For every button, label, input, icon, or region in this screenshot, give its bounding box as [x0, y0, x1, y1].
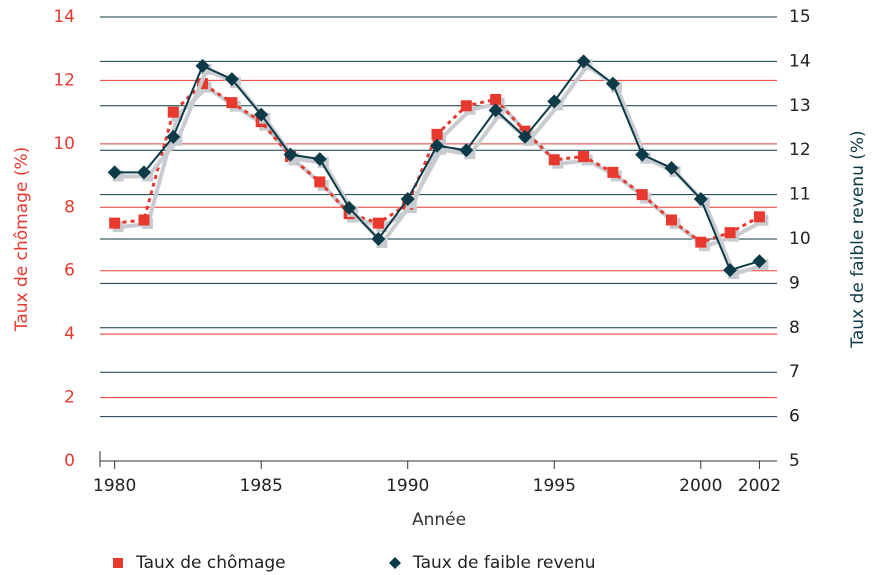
point [195, 58, 210, 73]
point [752, 254, 767, 269]
y2-tick-label: 7 [789, 362, 800, 382]
point [578, 151, 590, 163]
point [109, 217, 121, 229]
point [724, 227, 736, 239]
point [136, 165, 151, 180]
y2-tick-label: 15 [789, 7, 811, 27]
y-tick-label: 6 [64, 261, 75, 281]
point [635, 147, 650, 162]
y-tick-label: 0 [64, 451, 75, 471]
point [372, 217, 384, 229]
y-tick-label: 12 [53, 70, 75, 90]
y-tick-label: 14 [53, 7, 75, 27]
y2-tick-label: 13 [789, 96, 811, 116]
point [664, 160, 679, 175]
y2-tick-label: 14 [789, 51, 811, 71]
point [312, 152, 327, 167]
x-tick-label: 1985 [240, 476, 283, 496]
point [430, 138, 445, 153]
point [693, 192, 708, 207]
point [490, 93, 502, 105]
x-tick-label: 2002 [738, 476, 781, 496]
y2-axis-label: Taux de faible revenu (%) [848, 130, 868, 348]
x-tick-label: 1980 [93, 476, 136, 496]
x-tick-label: 1990 [386, 476, 429, 496]
x-tick-label: 2000 [679, 476, 722, 496]
y2-tick-label: 12 [789, 140, 811, 160]
legend-label: Taux de chômage [135, 553, 286, 573]
point [314, 176, 326, 188]
y2-tick-label: 8 [789, 318, 800, 338]
y-axis-label: Taux de chômage (%) [12, 147, 32, 332]
point [517, 129, 532, 144]
point [107, 165, 122, 180]
y2-tick-label: 9 [789, 273, 800, 293]
y-tick-label: 2 [64, 388, 75, 408]
point [695, 236, 707, 248]
y-tick-label: 8 [64, 197, 75, 217]
point [459, 143, 474, 158]
x-axis-label: Année [412, 510, 466, 530]
point [548, 154, 560, 166]
point [753, 211, 765, 223]
point [371, 232, 386, 246]
point [488, 103, 503, 118]
y2-tick-label: 10 [789, 229, 811, 249]
legend-label: Taux de faible revenu [412, 553, 596, 573]
point [283, 147, 298, 162]
point [576, 54, 591, 69]
y-tick-label: 4 [64, 324, 75, 344]
point [636, 189, 648, 201]
point [342, 200, 357, 215]
point [723, 263, 738, 278]
point [226, 97, 238, 109]
point [607, 166, 619, 178]
y2-tick-label: 11 [789, 185, 811, 205]
point [166, 129, 181, 144]
point [460, 100, 472, 112]
point [431, 128, 443, 140]
y2-tick-label: 6 [789, 407, 800, 427]
point [138, 214, 150, 226]
point [547, 94, 562, 109]
legend-marker [113, 558, 123, 568]
legend-marker [389, 557, 401, 569]
y-tick-label: 10 [53, 134, 75, 154]
point [167, 106, 179, 118]
point [254, 107, 269, 122]
y2-tick-label: 5 [789, 451, 800, 471]
point [400, 192, 415, 207]
point [605, 76, 620, 91]
x-tick-label: 1995 [533, 476, 576, 496]
point [224, 72, 239, 87]
point [665, 214, 677, 226]
